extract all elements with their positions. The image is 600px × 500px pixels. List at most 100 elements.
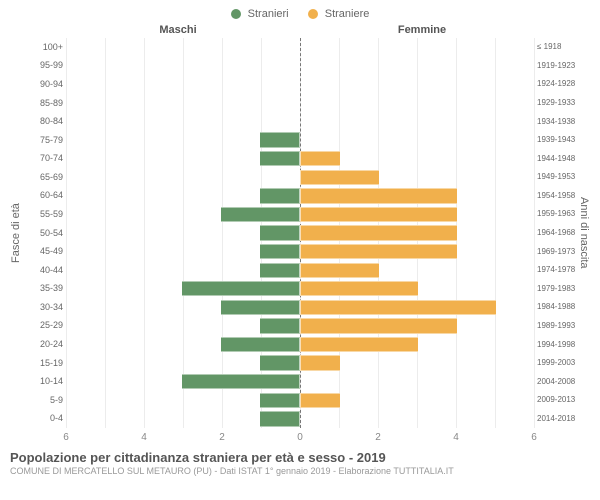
age-label: 80-84	[24, 112, 66, 131]
legend-item-female: Straniere	[308, 8, 370, 20]
header-male: Maschi	[56, 24, 300, 36]
birth-year-label: 1919-1923	[534, 57, 576, 76]
x-axis: 6420246	[8, 432, 592, 446]
legend-item-male: Stranieri	[231, 8, 289, 20]
birth-year-label: 1929-1933	[534, 94, 576, 113]
bar-male	[260, 188, 300, 203]
age-label: 30-34	[24, 298, 66, 317]
age-label: 15-19	[24, 354, 66, 373]
age-label: 20-24	[24, 335, 66, 354]
birth-year-label: 1959-1963	[534, 205, 576, 224]
bar-row	[66, 317, 534, 336]
age-label: 45-49	[24, 242, 66, 261]
bar-male	[260, 355, 300, 370]
bar-male	[182, 374, 300, 389]
bar-female	[300, 263, 379, 278]
birth-year-label: 1954-1958	[534, 187, 576, 206]
age-label: 70-74	[24, 149, 66, 168]
age-label: 0-4	[24, 410, 66, 429]
bar-row	[66, 168, 534, 187]
bar-row	[66, 298, 534, 317]
age-label: 10-14	[24, 372, 66, 391]
bar-row	[66, 75, 534, 94]
bar-row	[66, 205, 534, 224]
bar-male	[221, 300, 300, 315]
birth-year-label: 1939-1943	[534, 131, 576, 150]
birth-year-label: 1964-1968	[534, 224, 576, 243]
bar-male	[260, 318, 300, 333]
bar-row	[66, 57, 534, 76]
bar-male	[260, 393, 300, 408]
bar-male	[260, 244, 300, 259]
birth-year-label: 1994-1998	[534, 335, 576, 354]
bar-row	[66, 94, 534, 113]
age-label: 95-99	[24, 57, 66, 76]
bar-row	[66, 372, 534, 391]
bar-male	[260, 263, 300, 278]
bar-row	[66, 131, 534, 150]
legend-label-male: Stranieri	[248, 8, 289, 20]
age-label: 40-44	[24, 261, 66, 280]
birth-year-label: 2014-2018	[534, 410, 576, 429]
bar-male	[260, 411, 300, 426]
bar-male	[260, 151, 300, 166]
plot-grid	[66, 38, 534, 428]
age-label: 60-64	[24, 187, 66, 206]
bar-row	[66, 354, 534, 373]
x-tick: 6	[63, 432, 69, 443]
header-female: Femmine	[300, 24, 544, 36]
chart-title: Popolazione per cittadinanza straniera p…	[10, 450, 590, 465]
bar-female	[300, 300, 496, 315]
birth-year-labels: ≤ 19181919-19231924-19281929-19331934-19…	[534, 38, 576, 428]
bar-row	[66, 149, 534, 168]
bar-female	[300, 207, 457, 222]
birth-year-label: 1924-1928	[534, 75, 576, 94]
birth-year-label: 1989-1993	[534, 317, 576, 336]
age-label: 100+	[24, 38, 66, 57]
y-axis-label-left: Fasce di età	[8, 38, 24, 428]
age-label: 55-59	[24, 205, 66, 224]
x-tick: 0	[297, 432, 303, 443]
bar-female	[300, 188, 457, 203]
y-axis-label-right: Anni di nascita	[576, 38, 592, 428]
birth-year-label: ≤ 1918	[534, 38, 576, 57]
birth-year-label: 2004-2008	[534, 372, 576, 391]
legend-swatch-female	[308, 9, 318, 19]
population-pyramid-chart: Stranieri Straniere Maschi Femmine Fasce…	[0, 0, 600, 500]
age-label: 50-54	[24, 224, 66, 243]
bar-female	[300, 318, 457, 333]
bar-row	[66, 224, 534, 243]
bar-female	[300, 225, 457, 240]
bar-row	[66, 242, 534, 261]
birth-year-label: 1979-1983	[534, 280, 576, 299]
chart-subtitle: COMUNE DI MERCATELLO SUL METAURO (PU) - …	[10, 466, 590, 476]
bar-male	[260, 132, 300, 147]
bar-row	[66, 410, 534, 429]
age-label: 90-94	[24, 75, 66, 94]
bar-row	[66, 187, 534, 206]
age-band-labels: 100+95-9990-9485-8980-8475-7970-7465-696…	[24, 38, 66, 428]
age-label: 85-89	[24, 94, 66, 113]
x-tick: 6	[531, 432, 537, 443]
bar-row	[66, 280, 534, 299]
birth-year-label: 1949-1953	[534, 168, 576, 187]
bar-female	[300, 151, 340, 166]
birth-year-label: 1999-2003	[534, 354, 576, 373]
age-label: 5-9	[24, 391, 66, 410]
age-label: 35-39	[24, 280, 66, 299]
birth-year-label: 1984-1988	[534, 298, 576, 317]
legend-label-female: Straniere	[325, 8, 370, 20]
bar-male	[182, 281, 300, 296]
bar-row	[66, 112, 534, 131]
age-label: 65-69	[24, 168, 66, 187]
bar-female	[300, 393, 340, 408]
bar-row	[66, 335, 534, 354]
legend: Stranieri Straniere	[8, 8, 592, 20]
x-tick: 2	[219, 432, 225, 443]
bar-row	[66, 261, 534, 280]
x-tick: 2	[375, 432, 381, 443]
bar-male	[221, 207, 300, 222]
birth-year-label: 1944-1948	[534, 149, 576, 168]
legend-swatch-male	[231, 9, 241, 19]
birth-year-label: 2009-2013	[534, 391, 576, 410]
